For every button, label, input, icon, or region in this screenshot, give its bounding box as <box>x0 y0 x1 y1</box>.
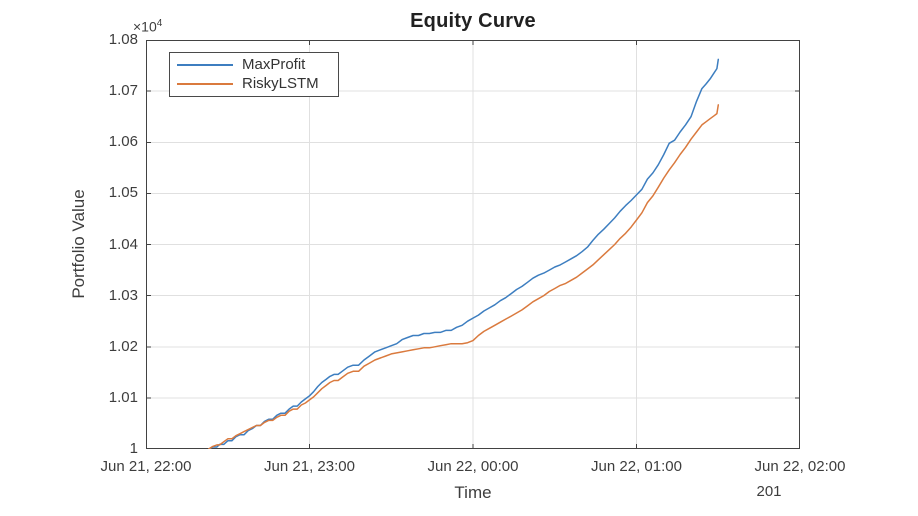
chart-title: Equity Curve <box>410 10 536 32</box>
tick-marks-group <box>146 40 800 449</box>
legend-entry-label: RiskyLSTM <box>242 75 319 92</box>
y-tick-label: 1.06 <box>108 133 138 151</box>
y-tick-label: 1 <box>129 440 138 457</box>
y-tick-label: 1.07 <box>108 82 138 100</box>
y-tick-label: 1.04 <box>108 235 138 253</box>
legend: MaxProfit RiskyLSTM <box>169 52 339 97</box>
x-tick-label: Jun 21, 23:00 <box>264 458 355 475</box>
y-tick-label: 1.01 <box>108 388 138 406</box>
plot-area <box>146 40 800 449</box>
gridlines-group <box>146 40 800 449</box>
x-tick-label: Jun 22, 01:00 <box>591 458 682 475</box>
legend-entry: MaxProfit <box>170 55 338 74</box>
x-year-label: 201 <box>756 483 782 500</box>
legend-line-sample <box>177 63 233 66</box>
series-riskylstm-line <box>207 104 720 449</box>
x-tick-label: Jun 21, 22:00 <box>100 458 192 475</box>
x-tick-label: Jun 22, 00:00 <box>427 458 519 475</box>
y-tick-label: 1.03 <box>108 286 138 304</box>
y-tick-label: 1.08 <box>108 31 138 48</box>
legend-entry-label: MaxProfit <box>242 56 306 73</box>
x-tick-label: Jun 22, 02:00 <box>754 458 846 475</box>
legend-line-sample <box>177 82 233 85</box>
x-axis-label: Time <box>454 483 492 502</box>
legend-entry: RiskyLSTM <box>170 74 338 93</box>
series-maxprofit-line <box>207 58 720 449</box>
axes-box <box>146 40 800 449</box>
y-tick-label: 1.02 <box>108 337 138 355</box>
y-tick-label: 1.05 <box>108 184 138 202</box>
y-axis-exponent-label: ×104 <box>133 18 163 35</box>
